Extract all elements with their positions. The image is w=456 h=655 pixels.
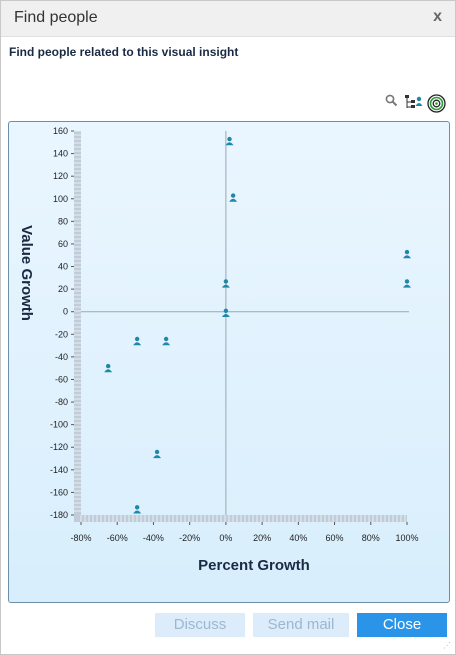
x-tick-label: -40% bbox=[143, 533, 164, 543]
y-tick-label: -60 bbox=[55, 374, 68, 384]
chart-area: 160 140 120 100 80 60 40 20 0 -20 -40 -60 -80 -100 -12… bbox=[8, 121, 450, 603]
y-axis-label: Value Growth bbox=[18, 225, 35, 321]
y-tick-label: -20 bbox=[55, 329, 68, 339]
dialog-titlebar: Find people x bbox=[1, 1, 455, 37]
y-tick-label: -40 bbox=[55, 352, 68, 362]
data-point[interactable] bbox=[104, 363, 113, 373]
dialog-title: Find people bbox=[14, 9, 98, 26]
y-tick-label: 40 bbox=[58, 262, 68, 272]
x-axis-label: Percent Growth bbox=[198, 557, 310, 574]
x-tick-label: 0% bbox=[219, 533, 232, 543]
x-tick-label: 100% bbox=[395, 533, 418, 543]
close-icon[interactable]: x bbox=[433, 8, 442, 25]
y-tick-label: 80 bbox=[58, 216, 68, 226]
data-point[interactable] bbox=[403, 279, 411, 288]
close-button[interactable]: Close bbox=[357, 613, 447, 637]
data-point[interactable] bbox=[133, 336, 142, 346]
data-point[interactable] bbox=[133, 505, 142, 514]
discuss-button[interactable]: Discuss bbox=[155, 613, 245, 637]
data-point[interactable] bbox=[221, 308, 230, 317]
y-tick-label: -140 bbox=[50, 465, 68, 475]
data-point[interactable] bbox=[153, 449, 162, 459]
x-tick-label: 20% bbox=[253, 533, 271, 543]
y-tick-label: -160 bbox=[50, 487, 68, 497]
data-point[interactable] bbox=[162, 336, 171, 346]
scatter-chart: 160 140 120 100 80 60 40 20 0 -20 -40 -60 -80 -100 -12… bbox=[18, 126, 419, 574]
search-icon[interactable] bbox=[385, 94, 398, 112]
y-tick-label: 60 bbox=[58, 239, 68, 249]
data-point[interactable] bbox=[221, 279, 230, 288]
y-tick-label: 100 bbox=[53, 194, 68, 204]
data-point[interactable] bbox=[229, 193, 238, 202]
y-tick-label: -80 bbox=[55, 397, 68, 407]
y-tick-label: 120 bbox=[53, 171, 68, 181]
y-tick-label: -120 bbox=[50, 442, 68, 452]
data-point[interactable] bbox=[225, 136, 234, 146]
y-tick-label: -180 bbox=[50, 510, 68, 520]
y-tick-label: -100 bbox=[50, 420, 68, 430]
x-tick-label: 40% bbox=[289, 533, 307, 543]
hierarchy-icon[interactable] bbox=[404, 94, 423, 115]
x-tick-label: 80% bbox=[362, 533, 380, 543]
send-mail-button[interactable]: Send mail bbox=[253, 613, 349, 637]
dialog-subtitle: Find people related to this visual insig… bbox=[9, 45, 239, 59]
y-tick-label: 140 bbox=[53, 149, 68, 159]
x-tick-label: -20% bbox=[179, 533, 200, 543]
x-tick-label: -60% bbox=[107, 533, 128, 543]
y-tick-label: 160 bbox=[53, 126, 68, 136]
data-point[interactable] bbox=[403, 249, 411, 259]
x-tick-label: 60% bbox=[326, 533, 344, 543]
y-tick-label: 0 bbox=[63, 307, 68, 317]
x-tick-label: -80% bbox=[70, 533, 91, 543]
resize-grip-icon[interactable]: ⋰ bbox=[443, 641, 451, 650]
target-icon[interactable] bbox=[427, 94, 446, 118]
y-tick-label: 20 bbox=[58, 284, 68, 294]
